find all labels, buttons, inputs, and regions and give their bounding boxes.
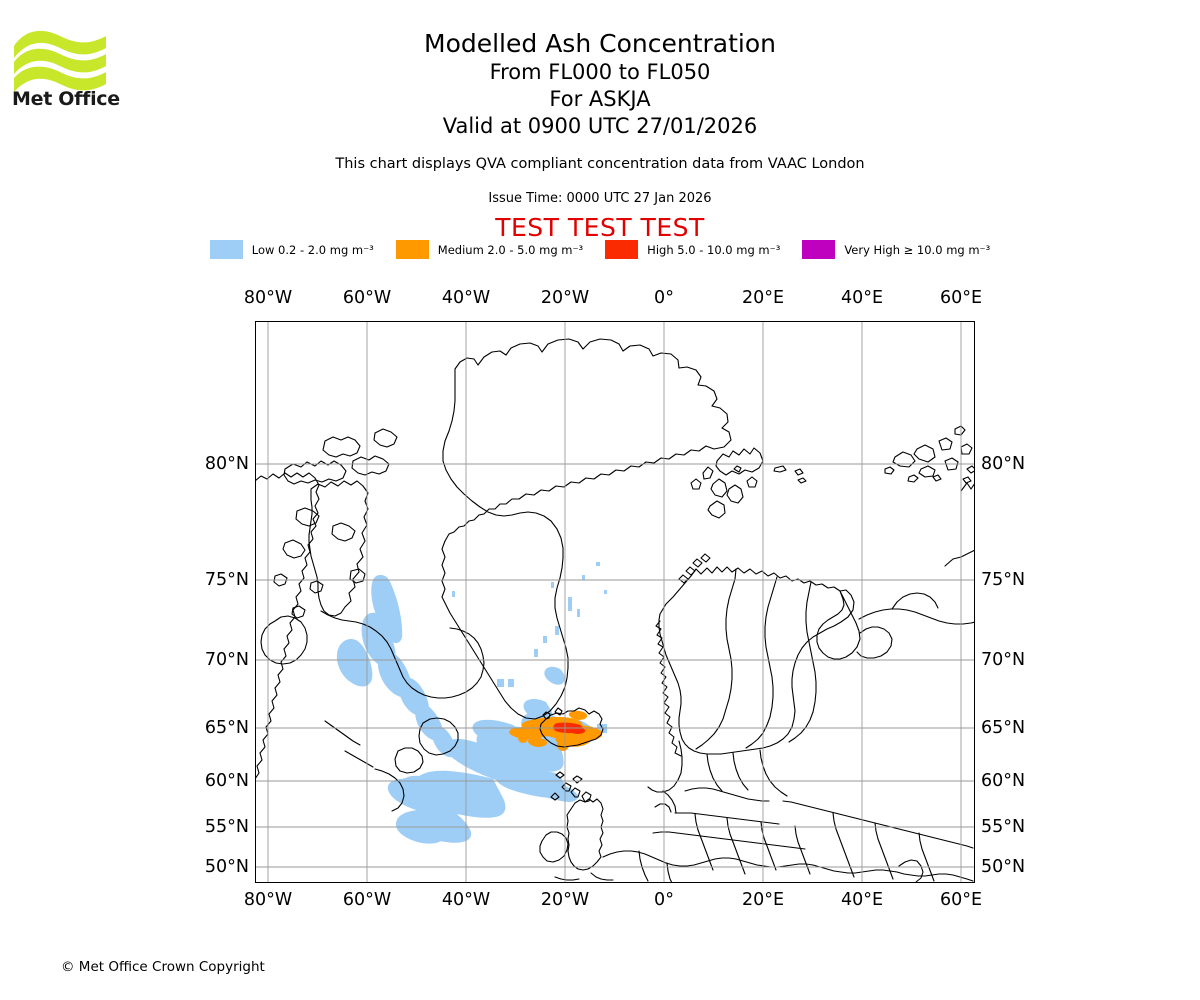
- lon-tick-label: 60°W: [342, 890, 392, 910]
- met-office-logo: [12, 22, 122, 112]
- lat-tick-label: 80°N: [981, 454, 1026, 474]
- lon-tick-label: 0°: [654, 288, 674, 308]
- legend-label-medium: Medium 2.0 - 5.0 mg m⁻³: [437, 242, 584, 257]
- legend-label-very-high: Very High ≥ 10.0 mg m⁻³: [844, 242, 991, 257]
- volcano-name: For ASKJA: [549, 87, 651, 111]
- legend-swatch-high: [605, 240, 639, 259]
- lon-tick-label: 60°E: [939, 288, 983, 308]
- lat-tick-label: 60°N: [204, 771, 249, 791]
- lon-tick-label: 40°E: [840, 288, 884, 308]
- longitude-axis-top: 80°W 60°W 40°W 20°W 0° 20°E 40°E 60°E: [244, 288, 982, 314]
- lat-tick-label: 80°N: [204, 454, 249, 474]
- lat-tick-label: 50°N: [981, 857, 1026, 877]
- lon-tick-label: 80°W: [243, 890, 293, 910]
- legend-swatch-low: [209, 240, 243, 259]
- legend-label-high: High 5.0 - 10.0 mg m⁻³: [647, 242, 781, 257]
- flight-level-range: From FL000 to FL050: [489, 60, 711, 84]
- legend-swatch-very-high: [802, 240, 836, 259]
- lon-tick-label: 60°E: [939, 890, 983, 910]
- lat-tick-label: 75°N: [981, 570, 1026, 590]
- test-banner: TEST TEST TEST: [495, 213, 705, 242]
- legend-item-high: High 5.0 - 10.0 mg m⁻³: [605, 240, 780, 259]
- ash-concentration-map[interactable]: [255, 321, 975, 883]
- legend-swatch-medium: [395, 240, 429, 259]
- chart-title-block: Modelled Ash Concentration From FL000 to…: [0, 28, 1200, 140]
- legend-label-low: Low 0.2 - 2.0 mg m⁻³: [251, 242, 374, 257]
- lon-tick-label: 40°E: [840, 890, 884, 910]
- map-canvas: [255, 321, 975, 883]
- map-gridlines: [255, 321, 975, 883]
- lat-tick-label: 65°N: [981, 718, 1026, 738]
- lat-tick-label: 50°N: [204, 857, 249, 877]
- lon-tick-label: 80°W: [243, 288, 293, 308]
- lon-tick-label: 20°W: [540, 890, 590, 910]
- qva-note: This chart displays QVA compliant concen…: [335, 156, 865, 172]
- lon-tick-label: 20°E: [741, 890, 785, 910]
- lon-tick-label: 40°W: [441, 288, 491, 308]
- copyright-notice: © Met Office Crown Copyright: [61, 959, 265, 975]
- legend-item-low: Low 0.2 - 2.0 mg m⁻³: [209, 240, 374, 259]
- concentration-legend: Low 0.2 - 2.0 mg m⁻³ Medium 2.0 - 5.0 mg…: [0, 240, 1200, 259]
- ash-plume-low: [336, 562, 607, 844]
- valid-time: Valid at 0900 UTC 27/01/2026: [442, 114, 758, 138]
- lat-tick-label: 55°N: [981, 817, 1026, 837]
- map-border: [255, 321, 975, 883]
- latitude-axis-right: 80°N 75°N 70°N 65°N 60°N 55°N 50°N: [981, 321, 1045, 883]
- lat-tick-label: 60°N: [981, 771, 1026, 791]
- met-office-wave-icon: [14, 30, 106, 92]
- lon-tick-label: 20°E: [741, 288, 785, 308]
- lat-tick-label: 70°N: [204, 650, 249, 670]
- lat-tick-label: 70°N: [981, 650, 1026, 670]
- legend-item-medium: Medium 2.0 - 5.0 mg m⁻³: [395, 240, 584, 259]
- lon-tick-label: 20°W: [540, 288, 590, 308]
- page-title: Modelled Ash Concentration: [424, 29, 776, 58]
- brand-name: Met Office: [12, 88, 120, 110]
- lon-tick-label: 60°W: [342, 288, 392, 308]
- lat-tick-label: 55°N: [204, 817, 249, 837]
- longitude-axis-bottom: 80°W 60°W 40°W 20°W 0° 20°E 40°E 60°E: [244, 890, 982, 916]
- legend-item-very-high: Very High ≥ 10.0 mg m⁻³: [802, 240, 990, 259]
- lat-tick-label: 65°N: [204, 718, 249, 738]
- lon-tick-label: 40°W: [441, 890, 491, 910]
- lat-tick-label: 75°N: [204, 570, 249, 590]
- issue-time: Issue Time: 0000 UTC 27 Jan 2026: [488, 191, 712, 206]
- latitude-axis-left: 80°N 75°N 70°N 65°N 60°N 55°N 50°N: [185, 321, 249, 883]
- lon-tick-label: 0°: [654, 890, 674, 910]
